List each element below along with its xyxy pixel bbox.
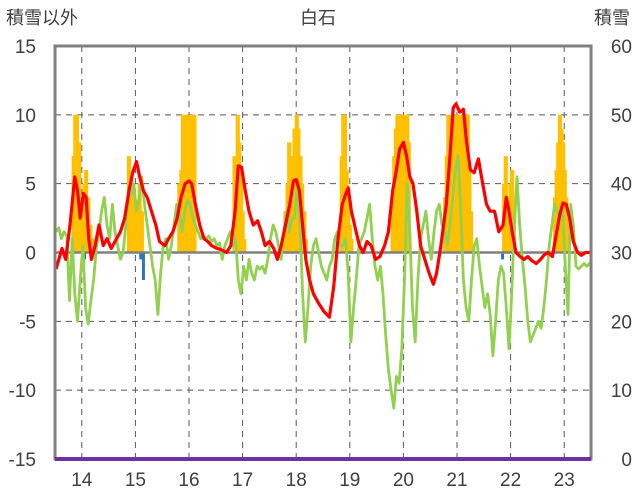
snow-bar — [192, 114, 197, 253]
snow-bar — [137, 183, 142, 253]
snow-bar — [135, 224, 140, 253]
other-bar — [141, 252, 145, 281]
red-series-line — [54, 102, 590, 319]
x-tick-label: 23 — [554, 470, 575, 491]
snow-bar — [240, 211, 245, 253]
right-tick-label: 60 — [611, 37, 632, 58]
x-tick-label: 18 — [286, 470, 307, 491]
left-tick-label: 5 — [25, 175, 36, 196]
left-tick-label: -5 — [19, 312, 36, 333]
right-axis-title: 積雪 — [594, 8, 630, 28]
snow-bar — [90, 238, 95, 253]
left-tick-label: 0 — [25, 244, 36, 265]
right-tick-label: 50 — [611, 106, 632, 127]
left-tick-label: 10 — [15, 106, 36, 127]
x-tick-label: 15 — [125, 470, 146, 491]
snow-bar — [78, 197, 83, 253]
snow-bar — [133, 211, 138, 253]
right-tick-label: 30 — [611, 244, 632, 265]
left-tick-label: 15 — [15, 37, 36, 58]
other-bar — [501, 252, 505, 260]
right-tick-label: 40 — [611, 175, 632, 196]
right-tick-label: 20 — [611, 312, 632, 333]
snow-bar — [468, 211, 474, 253]
x-tick-label: 14 — [71, 470, 93, 491]
axis-labels: -15 -10 -5 0 5 10 15 0 10 20 30 40 50 60 14 15 16 17 18 19 2… — [9, 37, 632, 491]
snow-bar — [565, 224, 571, 253]
snow-bar — [242, 238, 247, 253]
snow-bar — [292, 128, 297, 253]
x-tick-label: 19 — [339, 470, 360, 491]
snow-bar — [510, 169, 515, 253]
green-series-line — [54, 154, 593, 410]
other-bar — [139, 252, 143, 260]
snow-bar — [129, 169, 134, 253]
x-tick-label: 21 — [446, 470, 467, 491]
snow-bar — [349, 238, 354, 253]
left-axis-title: 積雪以外 — [6, 8, 78, 28]
right-tick-label: 10 — [611, 381, 632, 402]
x-tick-label: 22 — [500, 470, 521, 491]
x-tick-label: 16 — [178, 470, 199, 491]
left-tick-label: -10 — [9, 381, 36, 402]
lines-layer — [54, 102, 593, 410]
snow-bar — [288, 169, 293, 253]
right-tick-label: 0 — [621, 450, 632, 471]
chart-title: 白石 — [300, 8, 336, 28]
x-tick-label: 17 — [232, 470, 253, 491]
snow-bar — [131, 183, 136, 253]
x-tick-label: 20 — [393, 470, 414, 491]
snow-bar — [139, 211, 144, 253]
left-tick-label: -15 — [9, 450, 36, 471]
